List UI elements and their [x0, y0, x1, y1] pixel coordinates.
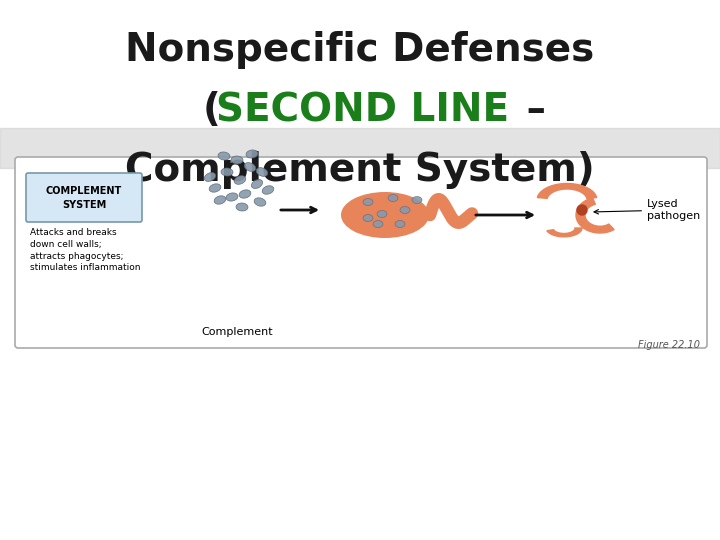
Ellipse shape [239, 190, 251, 198]
Ellipse shape [226, 193, 238, 201]
Text: Complement: Complement [201, 327, 273, 337]
Ellipse shape [246, 150, 258, 158]
Text: Attacks and breaks
down cell walls;
attracts phagocytes;
stimulates inflammation: Attacks and breaks down cell walls; attr… [30, 228, 140, 272]
Ellipse shape [234, 176, 246, 184]
Ellipse shape [214, 196, 226, 204]
Ellipse shape [231, 156, 243, 164]
Ellipse shape [204, 173, 216, 181]
Text: SYSTEM: SYSTEM [62, 199, 106, 210]
Ellipse shape [341, 192, 429, 238]
Ellipse shape [363, 199, 373, 206]
Ellipse shape [254, 198, 266, 206]
Ellipse shape [218, 152, 230, 160]
Text: Complement System): Complement System) [125, 151, 595, 189]
Ellipse shape [256, 167, 268, 177]
FancyBboxPatch shape [26, 173, 142, 222]
Ellipse shape [251, 179, 263, 188]
Text: COMPLEMENT: COMPLEMENT [46, 186, 122, 195]
Text: Figure 22.10: Figure 22.10 [638, 340, 700, 350]
Polygon shape [537, 184, 597, 198]
Text: (: ( [203, 91, 221, 129]
Ellipse shape [395, 220, 405, 227]
Polygon shape [547, 228, 582, 237]
Ellipse shape [373, 220, 383, 227]
Ellipse shape [377, 211, 387, 218]
Text: SECOND LINE: SECOND LINE [216, 91, 509, 129]
Ellipse shape [221, 168, 233, 176]
Circle shape [577, 205, 587, 215]
FancyBboxPatch shape [15, 157, 707, 348]
Ellipse shape [400, 206, 410, 213]
Ellipse shape [262, 186, 274, 194]
Bar [0, 128, 720, 168]
Ellipse shape [363, 214, 373, 221]
Polygon shape [576, 198, 614, 233]
Ellipse shape [236, 203, 248, 211]
Ellipse shape [388, 194, 398, 201]
Text: Nonspecific Defenses: Nonspecific Defenses [125, 31, 595, 69]
Ellipse shape [244, 163, 256, 171]
Text: Lysed
pathogen: Lysed pathogen [594, 199, 701, 221]
Text: –: – [513, 91, 546, 129]
Ellipse shape [412, 197, 422, 204]
Ellipse shape [209, 184, 221, 192]
